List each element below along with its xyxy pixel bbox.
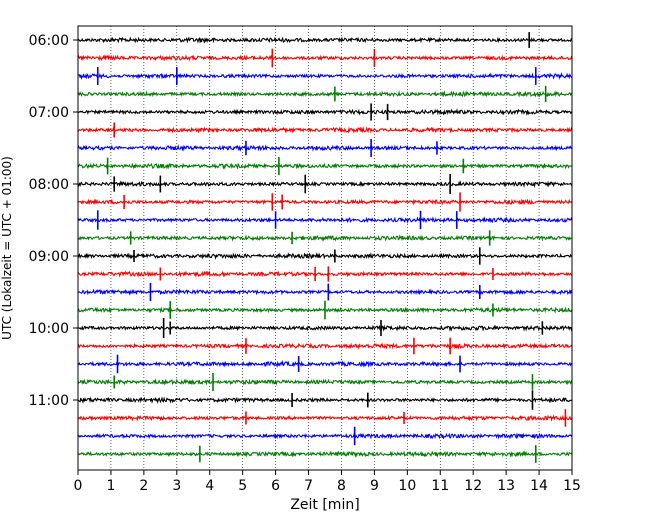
- trace-line: [77, 162, 573, 170]
- trace-line: [77, 90, 573, 98]
- trace-0915: [77, 266, 573, 282]
- trace-line: [77, 324, 573, 332]
- trace-0730: [77, 138, 573, 158]
- trace-1130: [77, 426, 573, 446]
- trace-0900: [77, 247, 573, 265]
- trace-0745: [77, 156, 573, 176]
- x-tick-label: 4: [205, 478, 214, 494]
- trace-1030: [77, 354, 573, 374]
- trace-0715: [77, 122, 573, 138]
- trace-line: [77, 270, 573, 278]
- x-tick-label: 6: [271, 478, 280, 494]
- y-tick-label: 11:00: [29, 393, 69, 409]
- trace-line: [77, 288, 573, 296]
- trace-0615: [77, 48, 573, 68]
- y-tick-label: 07:00: [29, 105, 69, 121]
- trace-0600: [77, 32, 573, 48]
- trace-line: [77, 36, 573, 44]
- y-tick-label: 10:00: [29, 321, 69, 337]
- x-tick-label: 0: [74, 478, 83, 494]
- trace-line: [77, 198, 573, 206]
- x-tick-label: 14: [530, 478, 548, 494]
- trace-0630: [77, 66, 573, 86]
- x-tick-label: 12: [464, 478, 482, 494]
- x-tick-label: 15: [563, 478, 581, 494]
- trace-1100: [77, 390, 573, 410]
- trace-line: [77, 342, 573, 350]
- trace-0815: [77, 192, 573, 212]
- trace-0830: [77, 210, 573, 230]
- y-axis-ticks: 06:00 07:00 08:00 09:00 10:00 11:00: [29, 33, 78, 409]
- x-axis-label: Zeit [min]: [290, 497, 359, 513]
- y-tick-label: 06:00: [29, 33, 69, 49]
- trace-line: [77, 396, 573, 405]
- y-axis-label: UTC (Lokalzeit = UTC + 01:00): [0, 156, 14, 340]
- x-tick-label: 10: [398, 478, 416, 494]
- trace-1145: [77, 445, 573, 463]
- trace-line: [77, 126, 573, 134]
- trace-line: [77, 216, 573, 224]
- x-tick-label: 5: [238, 478, 247, 494]
- trace-group: [77, 32, 573, 463]
- trace-line: [77, 450, 573, 458]
- x-tick-label: 2: [139, 478, 148, 494]
- trace-0645: [77, 85, 573, 103]
- trace-1115: [77, 409, 573, 427]
- trace-line: [77, 359, 573, 368]
- trace-line: [77, 432, 573, 440]
- x-axis-ticks: 0 1 2 3 4 5 6 7 8 9 10 11 12 13 14 15: [74, 470, 581, 494]
- trace-line: [77, 72, 573, 80]
- trace-1015: [77, 337, 573, 355]
- trace-line: [77, 108, 573, 117]
- y-tick-label: 08:00: [29, 177, 69, 193]
- x-tick-label: 7: [304, 478, 313, 494]
- x-tick-label: 8: [337, 478, 346, 494]
- x-tick-label: 13: [497, 478, 515, 494]
- trace-line: [77, 252, 573, 260]
- trace-line: [77, 414, 573, 422]
- y-tick-label: 09:00: [29, 249, 69, 265]
- trace-0800: [77, 174, 573, 194]
- vertical-gridlines: [110, 26, 540, 470]
- plot-frame: [77, 25, 573, 471]
- trace-line: [77, 144, 573, 152]
- trace-line: [77, 180, 573, 188]
- trace-0930: [77, 282, 573, 302]
- x-tick-label: 9: [370, 478, 379, 494]
- trace-line: [77, 234, 573, 242]
- x-tick-label: 3: [172, 478, 181, 494]
- x-tick-label: 11: [431, 478, 449, 494]
- trace-1000: [77, 318, 573, 338]
- trace-1045: [77, 372, 573, 392]
- trace-0945: [77, 300, 573, 320]
- trace-line: [77, 53, 573, 62]
- trace-0845: [77, 230, 573, 246]
- trace-0700: [77, 103, 573, 121]
- x-tick-label: 1: [106, 478, 115, 494]
- trace-line: [77, 378, 573, 386]
